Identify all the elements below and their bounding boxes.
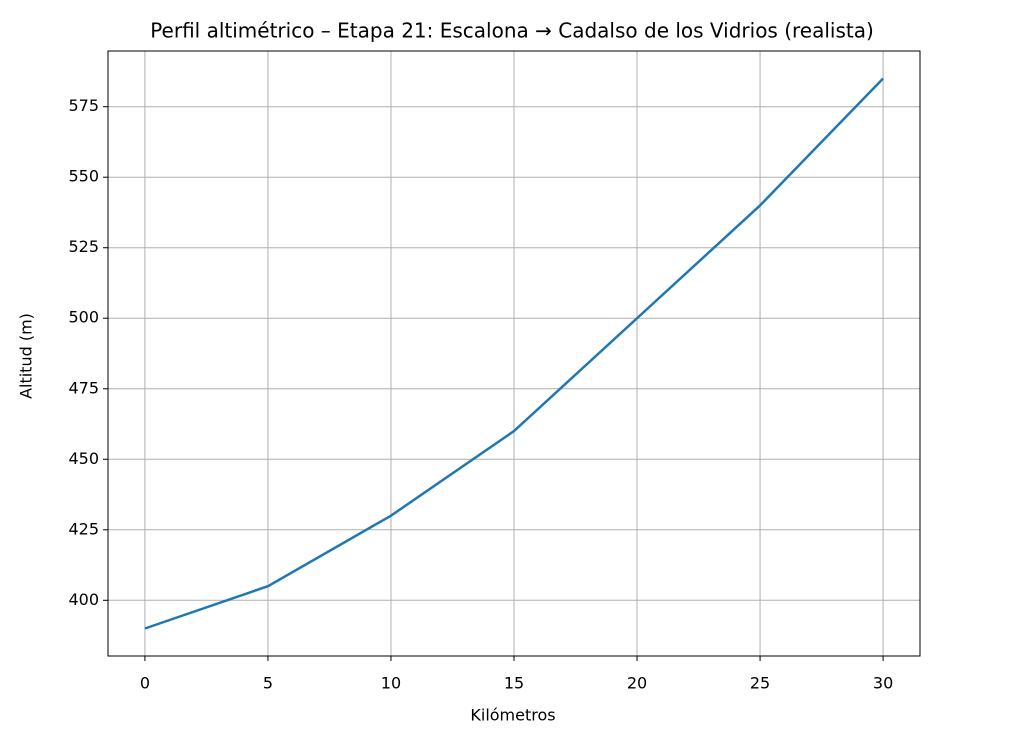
y-tick-label: 475	[68, 378, 99, 397]
y-tick-label: 525	[68, 237, 99, 256]
x-tick-label: 20	[627, 674, 647, 693]
x-tick-label: 0	[140, 674, 150, 693]
y-tick-label: 575	[68, 96, 99, 115]
x-tick-label: 5	[263, 674, 273, 693]
chart-title: Perfil altimétrico – Etapa 21: Escalona …	[150, 19, 874, 43]
y-tick-label: 550	[68, 167, 99, 186]
y-tick-label: 400	[68, 590, 99, 609]
x-axis-label: Kilómetros	[470, 706, 555, 725]
x-tick-label: 15	[504, 674, 524, 693]
y-axis-label: Altitud (m)	[17, 313, 36, 399]
data-line	[144, 77, 884, 630]
x-tick-label: 10	[381, 674, 401, 693]
y-tick-label: 425	[68, 519, 99, 538]
x-tick-label: 25	[750, 674, 770, 693]
plot-frame	[107, 50, 921, 657]
x-tick-label: 30	[873, 674, 893, 693]
y-tick-label: 500	[68, 308, 99, 327]
y-tick-label: 450	[68, 449, 99, 468]
